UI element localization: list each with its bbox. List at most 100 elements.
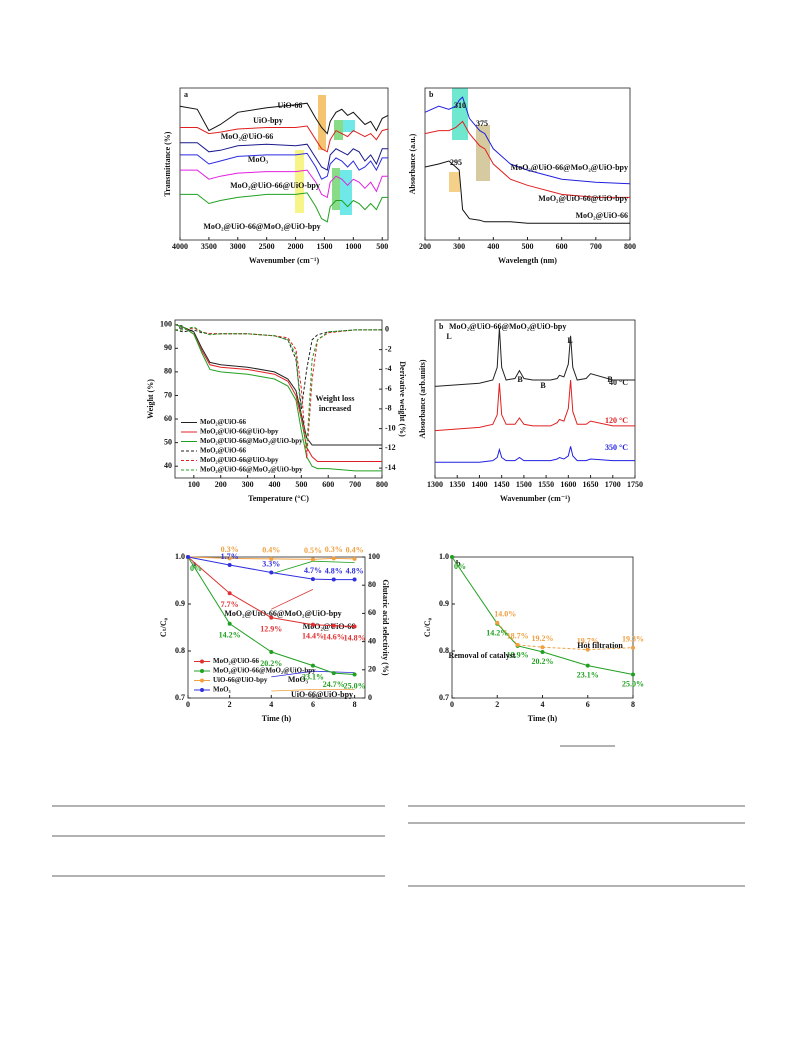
x-tick-label: 1500 [316, 242, 332, 251]
x-tick-label: 1300 [427, 480, 443, 489]
panel-title: MoO₂@UiO-66@MoO₂@UiO-bpy [449, 322, 566, 331]
series-label: UiO-66 [278, 101, 303, 110]
data-point [186, 555, 190, 559]
band [334, 120, 343, 140]
y-axis-title: Absorbance (a.u.) [408, 133, 417, 194]
data-point [331, 556, 336, 561]
series-label: UiO-bpy [253, 116, 283, 125]
band [449, 172, 460, 192]
y-tick-label: 70 [164, 390, 172, 399]
x-tick-label: 1550 [538, 480, 554, 489]
x-tick-label: 1750 [627, 480, 643, 489]
series-label: MoO₂@UiO-66@UiO-bpy [538, 194, 628, 203]
point-label: 4.8% [325, 566, 343, 575]
data-point [540, 649, 545, 654]
data-point [310, 663, 315, 668]
point-label: 4.7% [304, 566, 322, 575]
point-label: 14.0% [494, 610, 516, 619]
band [343, 120, 355, 132]
annotation: 375 [476, 119, 488, 128]
x-tick-label: 1450 [494, 480, 510, 489]
y-axis-title: Absorbance (arb.units) [418, 359, 427, 438]
x-tick-label: 6 [586, 700, 590, 709]
y-axis-title: Transmittance (%) [163, 131, 172, 196]
point-label: 3.3% [262, 559, 280, 568]
series-line [180, 192, 388, 223]
x-tick-label: 200 [419, 242, 431, 251]
y-tick-label: 80 [164, 367, 172, 376]
point-label: 18.9% [507, 651, 529, 660]
x-tick-label: 500 [522, 242, 534, 251]
annotation: B [607, 375, 613, 384]
x-axis-title: Time (h) [262, 714, 292, 723]
y2-tick-label: -12 [385, 443, 396, 452]
legend-label: MoO₂@UiO-66 [200, 447, 246, 455]
y2-tick-label: 100 [368, 552, 380, 561]
data-point [269, 615, 274, 620]
point-label: 0.4% [346, 546, 364, 555]
y2-tick-label: 80 [368, 580, 376, 589]
y-tick-label: 0.8 [175, 646, 185, 655]
point-label: 25.0% [622, 679, 644, 688]
panel-label: a [192, 559, 196, 568]
data-point [310, 577, 315, 582]
point-label: 1.7% [221, 552, 239, 561]
data-point [631, 645, 635, 650]
x-axis-title: Temperature (°C) [248, 494, 309, 503]
point-label: 20.2% [260, 659, 282, 668]
band [476, 125, 490, 181]
x-tick-label: 400 [487, 242, 499, 251]
x-tick-label: 200 [215, 480, 227, 489]
data-point [585, 663, 590, 668]
point-label: 19.3% [622, 635, 644, 644]
band [340, 170, 352, 215]
point-label: 0.3% [221, 545, 239, 554]
x-tick-label: 4 [269, 700, 273, 709]
y2-tick-label: -6 [385, 384, 392, 393]
x-tick-label: 1500 [516, 480, 532, 489]
y-tick-label: 1.0 [175, 552, 185, 561]
band [295, 150, 304, 213]
point-label: 19.2% [532, 634, 554, 643]
point-label: 14.8% [344, 633, 366, 642]
series-line [187, 556, 355, 675]
series-line [434, 379, 635, 432]
data-point [227, 556, 232, 561]
x-tick-label: 8 [631, 700, 635, 709]
x-tick-label: 800 [376, 480, 388, 489]
legend-label: MoO₂@UiO-66@UiO-bpy [200, 428, 279, 436]
annotation: Hot filtration [577, 641, 623, 650]
series-line [187, 556, 355, 581]
data-point [331, 671, 336, 676]
series-label: 350 °C [605, 443, 628, 452]
x-axis-title: Wavenumber (cm⁻¹) [500, 494, 571, 503]
x-tick-label: 800 [624, 242, 636, 251]
series-label: 120 °C [605, 416, 628, 425]
data-point [310, 557, 315, 562]
annotation: increased [319, 404, 352, 413]
y2-tick-label: -14 [385, 463, 396, 472]
point-label: 0% [454, 562, 466, 571]
y2-tick-label: -4 [385, 364, 392, 373]
series-label: MoO₂@UiO-66 [221, 132, 274, 141]
series-line [180, 125, 389, 153]
y-tick-label: 1.0 [439, 552, 449, 561]
point-label: 25.0% [344, 681, 366, 690]
x-tick-label: 700 [349, 480, 361, 489]
legend-label: MoO₃ [213, 686, 231, 694]
x-tick-label: 3500 [201, 242, 217, 251]
y-axis-title: Cₜ/C₀ [159, 617, 168, 637]
data-point [310, 622, 315, 627]
x-tick-label: 3000 [230, 242, 246, 251]
x-tick-label: 4000 [172, 242, 188, 251]
data-point [631, 672, 635, 677]
point-label: 14.2% [486, 629, 508, 638]
point-label: 18.7% [507, 632, 529, 641]
x-tick-label: 400 [268, 480, 280, 489]
x-tick-label: 2 [228, 700, 232, 709]
x-tick-label: 500 [295, 480, 307, 489]
y2-axis-title: Derivative weight (%) [398, 361, 407, 437]
data-point [495, 620, 500, 625]
tables [52, 745, 745, 887]
